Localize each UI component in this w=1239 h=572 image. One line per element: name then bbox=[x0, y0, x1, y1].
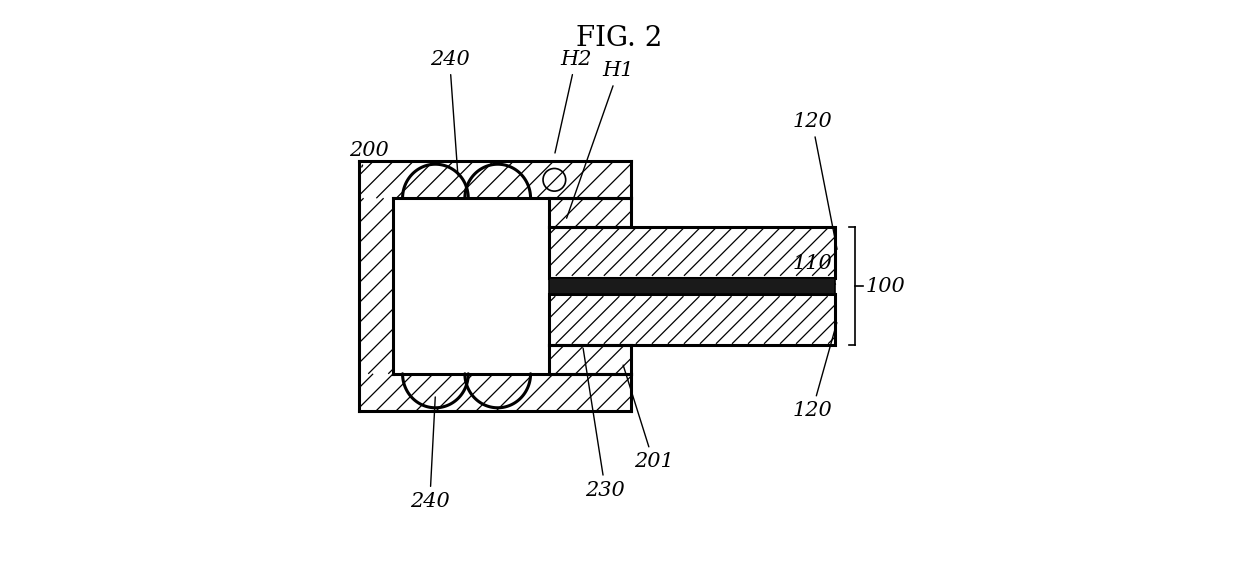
Text: FIG. 2: FIG. 2 bbox=[576, 25, 663, 53]
Polygon shape bbox=[549, 277, 835, 295]
Text: 240: 240 bbox=[430, 50, 470, 175]
Text: 201: 201 bbox=[623, 365, 674, 471]
Text: 120: 120 bbox=[792, 323, 836, 420]
Text: 230: 230 bbox=[584, 348, 626, 499]
Text: 110: 110 bbox=[792, 254, 835, 284]
Text: 240: 240 bbox=[410, 397, 450, 511]
Text: 100: 100 bbox=[866, 276, 906, 296]
Text: 200: 200 bbox=[348, 141, 389, 167]
Text: H2: H2 bbox=[555, 50, 591, 153]
Text: H1: H1 bbox=[566, 61, 634, 219]
Text: 120: 120 bbox=[792, 112, 838, 249]
